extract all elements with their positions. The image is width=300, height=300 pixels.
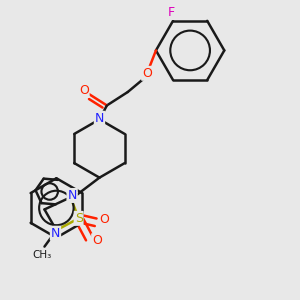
Text: O: O xyxy=(142,67,152,80)
Text: N: N xyxy=(68,189,77,202)
Text: F: F xyxy=(168,6,175,19)
Text: S: S xyxy=(75,212,83,225)
Text: N: N xyxy=(95,112,104,125)
Text: O: O xyxy=(79,84,89,97)
Text: N: N xyxy=(51,227,60,240)
Text: O: O xyxy=(100,213,110,226)
Text: CH₃: CH₃ xyxy=(32,250,51,260)
Text: O: O xyxy=(92,234,102,247)
